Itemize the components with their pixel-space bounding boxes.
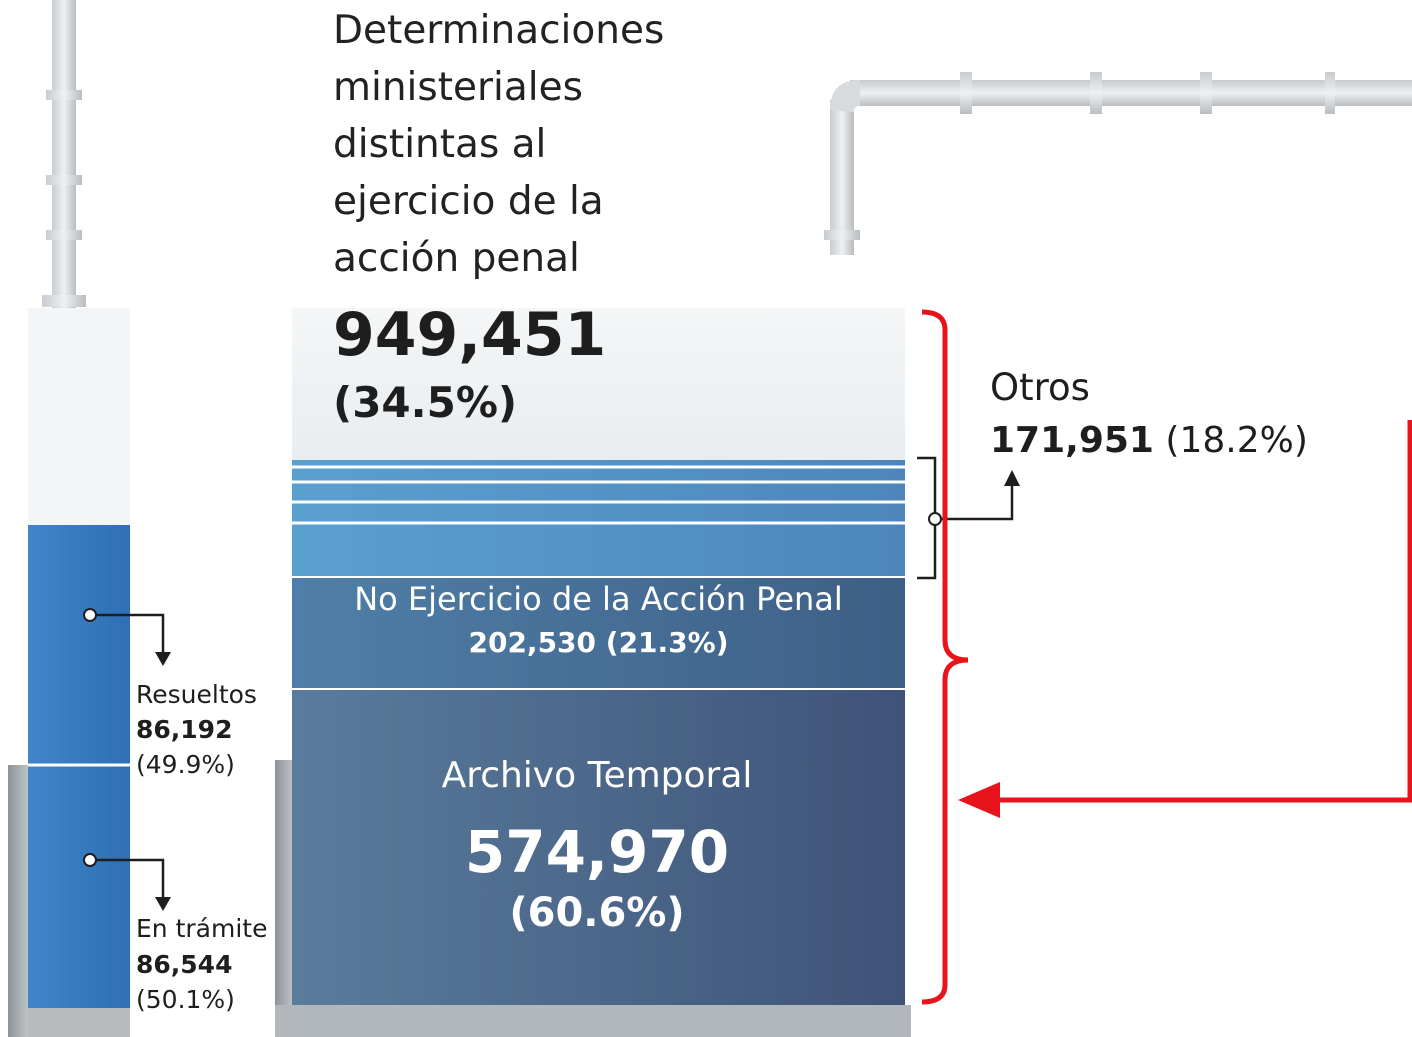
main-tank <box>275 308 911 1037</box>
title: Determinaciones ministeriales distintas … <box>333 8 665 281</box>
archivo-percent: (60.6%) <box>509 890 685 936</box>
en-tramite-value: 86,544 <box>136 950 233 979</box>
en-tramite-percent: (50.1%) <box>136 985 235 1014</box>
archivo-label: Archivo Temporal <box>441 755 753 796</box>
red-annotation <box>921 309 1412 1005</box>
resueltos-percent: (49.9%) <box>136 750 235 779</box>
resueltos-value: 86,192 <box>136 715 233 744</box>
nep-percent: (21.3%) <box>605 626 729 659</box>
dots <box>83 512 942 867</box>
otros-label: Otros <box>990 366 1090 409</box>
red-arrowhead <box>958 782 1000 818</box>
otros-value: 171,951 <box>990 420 1154 461</box>
arrowheads <box>155 470 1020 911</box>
total-value: 949,451 <box>333 300 607 370</box>
left-tube <box>8 308 130 1037</box>
pipes <box>42 0 1412 325</box>
otros-percent: (18.2%) <box>1165 420 1308 461</box>
nep-label: No Ejercicio de la Acción Penal <box>354 580 843 618</box>
nep-value: 202,530 <box>468 626 597 659</box>
en-tramite-label: En trámite <box>136 914 268 943</box>
archivo-value: 574,970 <box>464 818 730 886</box>
resueltos-label: Resueltos <box>136 680 257 709</box>
total-percent: (34.5%) <box>333 378 518 427</box>
